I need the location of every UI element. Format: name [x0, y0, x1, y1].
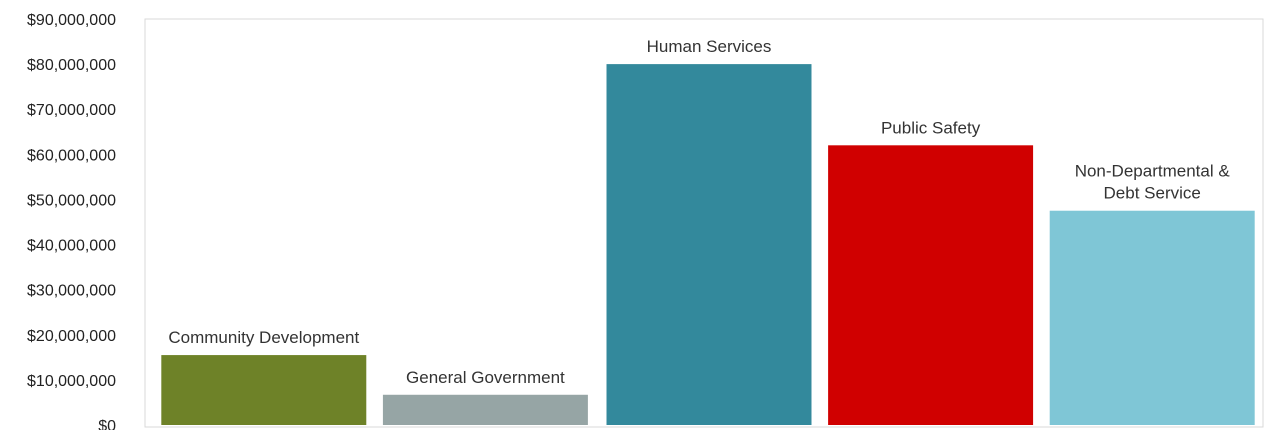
bar-label: Community Development: [168, 328, 359, 347]
y-axis: $0 $10,000,000 $20,000,000 $30,000,000 $40,0…: [27, 12, 116, 430]
bar: [828, 145, 1034, 426]
y-tick-label: $0: [98, 418, 116, 430]
y-tick-label: $30,000,000: [27, 283, 116, 300]
bar-label: Non-Departmental &: [1075, 162, 1231, 181]
bar-labels: Community Development General Government H…: [168, 37, 1230, 387]
bar-label: General Government: [406, 368, 565, 387]
bars: [161, 64, 1255, 426]
y-tick-label: $70,000,000: [27, 102, 116, 119]
y-tick-label: $80,000,000: [27, 57, 116, 74]
bar: [1049, 210, 1255, 425]
y-tick-label: $40,000,000: [27, 238, 116, 255]
y-tick-label: $90,000,000: [27, 12, 116, 29]
bar: [606, 64, 812, 425]
bar: [161, 355, 367, 425]
bar: [382, 394, 588, 425]
y-tick-label: $10,000,000: [27, 373, 116, 390]
y-tick-label: $50,000,000: [27, 192, 116, 209]
y-tick-label: $60,000,000: [27, 147, 116, 164]
bar-label: Public Safety: [881, 118, 981, 137]
y-tick-label: $20,000,000: [27, 328, 116, 345]
bar-label: Human Services: [647, 37, 772, 56]
bar-label: Debt Service: [1104, 184, 1201, 203]
